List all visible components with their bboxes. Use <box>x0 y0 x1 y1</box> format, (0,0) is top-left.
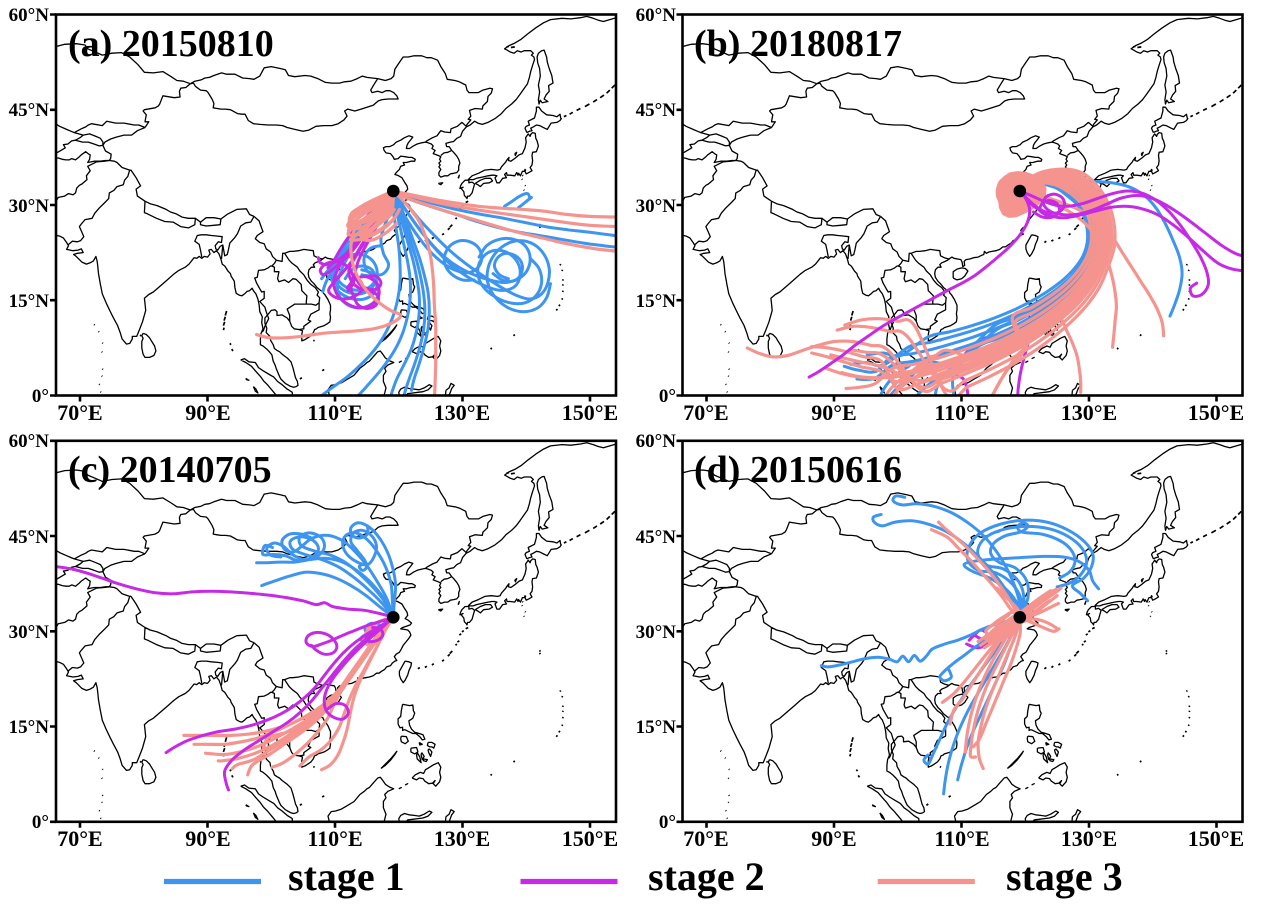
svg-text:30°N: 30°N <box>636 622 677 643</box>
svg-text:stage 3: stage 3 <box>1006 854 1123 899</box>
svg-text:70°E: 70°E <box>683 826 728 851</box>
svg-text:(a) 20150810: (a) 20150810 <box>68 23 274 65</box>
svg-text:(b) 20180817: (b) 20180817 <box>694 23 902 65</box>
svg-text:90°E: 90°E <box>811 826 856 851</box>
svg-text:110°E: 110°E <box>307 400 362 425</box>
svg-text:70°E: 70°E <box>57 826 102 851</box>
svg-text:0°: 0° <box>32 386 49 407</box>
svg-text:45°N: 45°N <box>9 100 50 121</box>
svg-text:150°E: 150°E <box>562 400 618 425</box>
svg-text:15°N: 15°N <box>9 717 50 738</box>
svg-text:150°E: 150°E <box>1188 400 1244 425</box>
svg-text:60°N: 60°N <box>9 431 50 452</box>
svg-text:(c) 20140705: (c) 20140705 <box>68 449 272 491</box>
svg-text:30°N: 30°N <box>9 622 50 643</box>
svg-text:130°E: 130°E <box>1061 826 1117 851</box>
svg-text:90°E: 90°E <box>811 400 856 425</box>
svg-text:15°N: 15°N <box>636 717 677 738</box>
svg-text:15°N: 15°N <box>636 291 677 312</box>
svg-text:30°N: 30°N <box>636 196 677 217</box>
svg-text:110°E: 110°E <box>934 826 989 851</box>
svg-text:0°: 0° <box>659 386 676 407</box>
svg-text:150°E: 150°E <box>1188 826 1244 851</box>
svg-text:90°E: 90°E <box>185 400 230 425</box>
svg-text:15°N: 15°N <box>9 291 50 312</box>
svg-text:130°E: 130°E <box>434 826 490 851</box>
svg-text:110°E: 110°E <box>934 400 989 425</box>
svg-text:60°N: 60°N <box>9 5 50 26</box>
svg-text:70°E: 70°E <box>57 400 102 425</box>
svg-text:(d) 20150616: (d) 20150616 <box>694 449 902 491</box>
svg-text:0°: 0° <box>32 812 49 833</box>
svg-text:130°E: 130°E <box>1061 400 1117 425</box>
svg-text:30°N: 30°N <box>9 196 50 217</box>
svg-text:45°N: 45°N <box>636 527 677 548</box>
svg-text:stage 1: stage 1 <box>288 854 405 899</box>
svg-text:110°E: 110°E <box>307 826 362 851</box>
svg-text:45°N: 45°N <box>636 100 677 121</box>
svg-text:stage 2: stage 2 <box>648 854 765 899</box>
svg-text:90°E: 90°E <box>185 826 230 851</box>
svg-text:130°E: 130°E <box>434 400 490 425</box>
svg-text:45°N: 45°N <box>9 527 50 548</box>
svg-text:70°E: 70°E <box>683 400 728 425</box>
svg-text:60°N: 60°N <box>636 5 677 26</box>
svg-text:0°: 0° <box>659 812 676 833</box>
svg-text:150°E: 150°E <box>562 826 618 851</box>
svg-text:60°N: 60°N <box>636 431 677 452</box>
